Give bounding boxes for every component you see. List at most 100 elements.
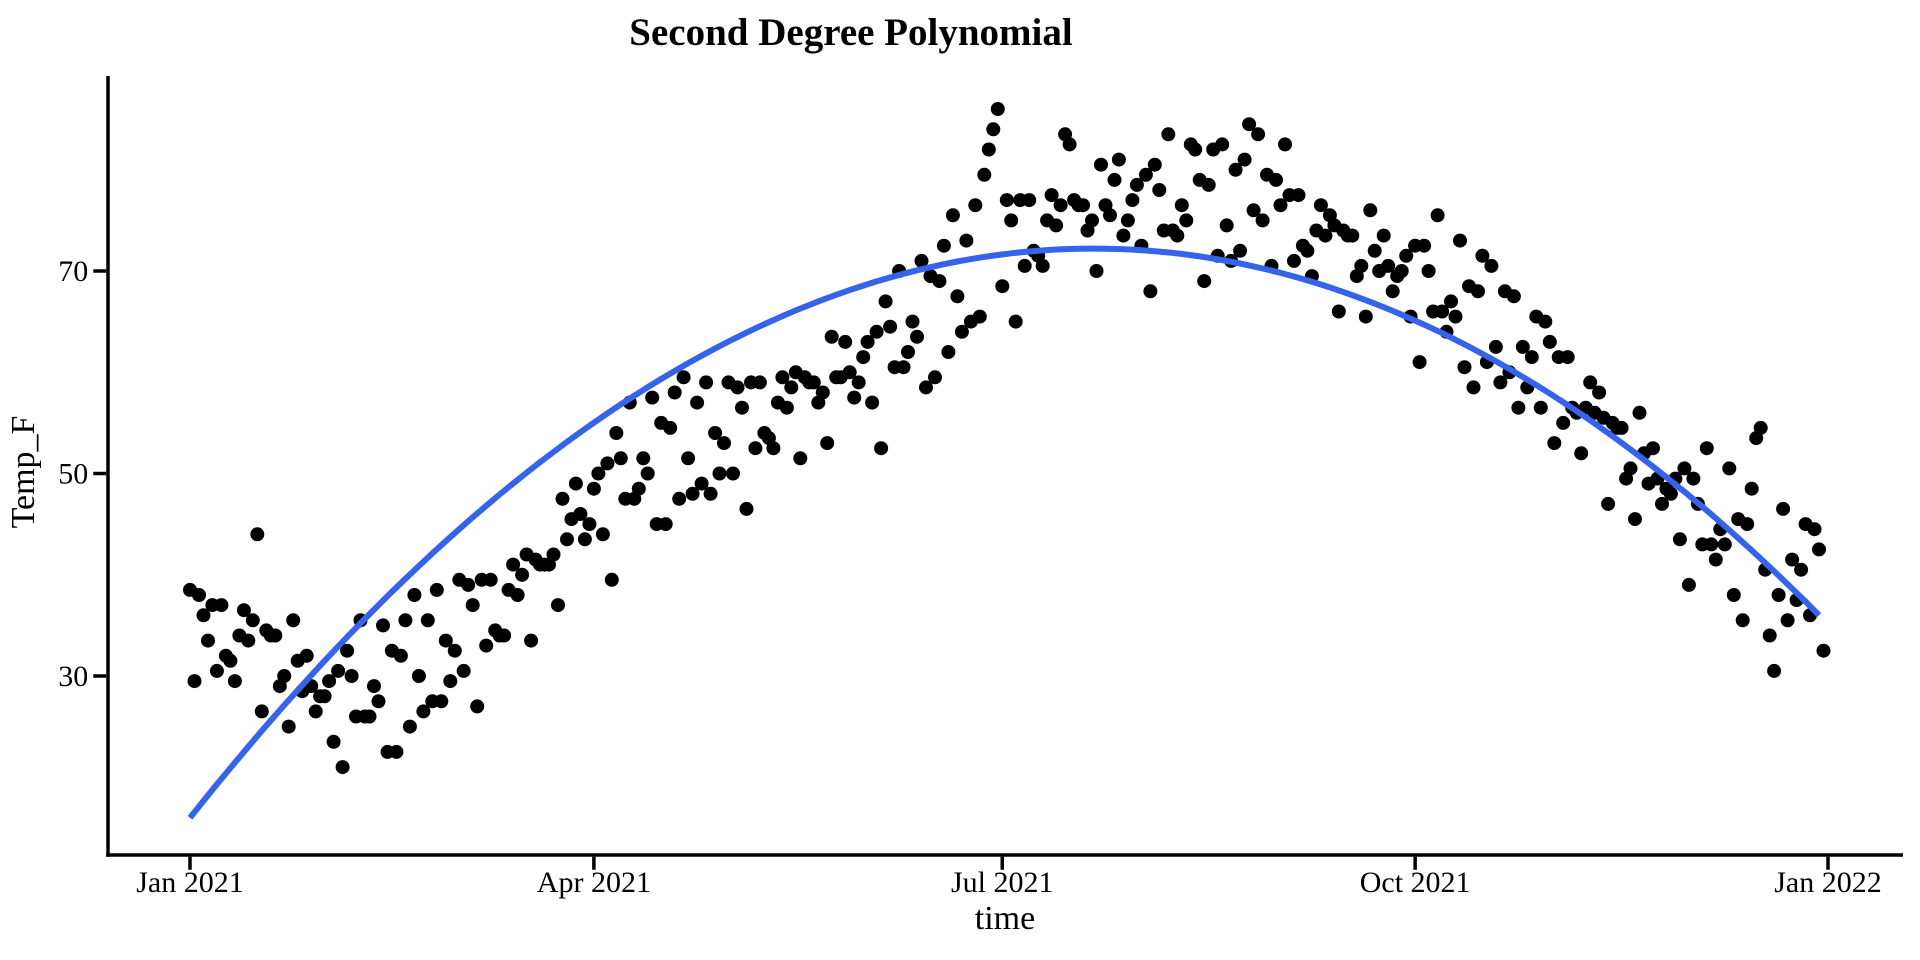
data-point <box>1515 339 1530 354</box>
data-point <box>645 390 660 405</box>
data-point <box>1717 537 1732 552</box>
data-point <box>815 385 830 400</box>
y-axis-ticks: 30 50 70 <box>58 255 107 693</box>
data-point <box>1704 537 1719 552</box>
data-point <box>1542 334 1557 349</box>
data-point <box>838 334 853 349</box>
x-tick-label: Jan 2021 <box>136 866 244 899</box>
data-point <box>1116 228 1131 243</box>
data-point <box>1663 486 1678 501</box>
data-point <box>1161 127 1176 142</box>
data-point <box>1466 380 1481 395</box>
data-point <box>1493 375 1508 390</box>
data-point <box>1430 208 1445 223</box>
data-point <box>681 451 696 466</box>
data-point <box>1601 496 1616 511</box>
data-point <box>555 491 570 506</box>
data-point <box>1614 420 1629 435</box>
data-point <box>1004 213 1019 228</box>
data-point <box>1381 258 1396 273</box>
data-point <box>1138 167 1153 182</box>
y-tick-label: 30 <box>58 660 88 693</box>
data-point <box>1488 339 1503 354</box>
data-point <box>663 420 678 435</box>
data-point <box>878 294 893 309</box>
data-point <box>1457 360 1472 375</box>
x-axis-ticks: Jan 2021 Apr 2021 Jul 2021 Oct 2021 Jan 2022 <box>136 856 1882 899</box>
data-point <box>326 734 341 749</box>
data-point <box>1547 436 1562 451</box>
data-point <box>1771 588 1786 602</box>
data-point <box>1291 188 1306 203</box>
data-point <box>1035 258 1050 273</box>
data-point <box>1394 264 1409 278</box>
data-point <box>959 233 974 248</box>
data-point <box>1044 188 1059 203</box>
data-point <box>1152 183 1167 197</box>
data-point <box>371 694 386 709</box>
data-point <box>1179 213 1194 228</box>
data-point <box>1533 400 1548 415</box>
data-point <box>1655 496 1669 511</box>
data-point <box>1300 243 1315 258</box>
data-point <box>1556 415 1571 430</box>
data-point <box>1237 152 1252 167</box>
data-point <box>941 345 956 359</box>
data-point <box>667 385 682 400</box>
data-point <box>447 643 462 658</box>
data-point <box>1147 157 1162 172</box>
data-point <box>420 613 435 628</box>
data-point <box>551 598 565 613</box>
data-point <box>1753 420 1768 435</box>
data-point <box>824 329 839 344</box>
data-point <box>1592 385 1607 400</box>
data-point <box>515 567 530 582</box>
chart-title: Second Degree Polynomial <box>629 11 1073 54</box>
data-point <box>438 633 453 648</box>
data-point <box>1273 198 1288 213</box>
x-tick-label: Apr 2021 <box>537 866 651 899</box>
data-point <box>1672 532 1687 547</box>
data-point <box>1215 137 1230 152</box>
data-point <box>1219 218 1234 233</box>
data-point <box>806 375 821 390</box>
data-point <box>730 380 745 395</box>
data-point <box>1174 198 1189 213</box>
data-point <box>560 532 574 547</box>
data-point <box>510 588 525 602</box>
data-point <box>1812 542 1826 557</box>
data-point <box>1358 309 1373 324</box>
data-point <box>236 603 251 618</box>
data-point <box>919 380 933 395</box>
data-point <box>672 491 687 506</box>
data-point <box>775 370 790 385</box>
data-point <box>1318 228 1333 243</box>
data-point <box>1125 193 1140 208</box>
data-point <box>1475 248 1490 263</box>
data-point <box>524 633 539 648</box>
data-point <box>254 704 269 719</box>
data-point <box>479 638 494 653</box>
data-point <box>1524 350 1539 365</box>
data-point <box>847 390 862 405</box>
data-point <box>936 238 951 253</box>
data-point <box>1623 461 1638 476</box>
data-point <box>1170 228 1185 243</box>
data-point <box>1453 233 1467 248</box>
data-point <box>434 694 449 709</box>
data-point <box>1816 643 1831 658</box>
data-point <box>1246 203 1261 218</box>
data-point <box>1646 441 1660 456</box>
data-point <box>497 628 512 643</box>
data-point <box>209 663 224 678</box>
data-point <box>1726 588 1741 602</box>
data-point <box>1421 264 1436 278</box>
data-point <box>631 481 646 496</box>
data-point <box>752 375 767 390</box>
data-point <box>1399 248 1414 263</box>
data-point <box>483 572 498 587</box>
data-point <box>842 365 857 380</box>
data-point <box>735 400 749 415</box>
data-point <box>999 193 1014 208</box>
data-point <box>856 350 871 365</box>
